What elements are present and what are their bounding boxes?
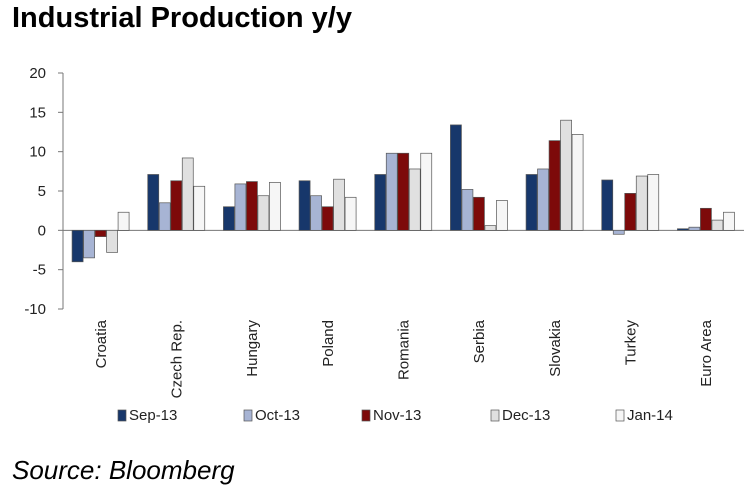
bar-dec-13-1 — [181, 157, 194, 231]
legend-swatch — [615, 409, 625, 422]
y-tick-label: -10 — [24, 301, 46, 318]
bar-oct-13-2 — [234, 183, 247, 231]
bar-nov-13-1 — [170, 180, 183, 231]
bar-nov-13-3 — [321, 206, 334, 231]
bar-jan-14-3 — [344, 196, 357, 231]
bar-jan-14-4 — [420, 152, 433, 231]
bar-oct-13-0 — [83, 229, 95, 259]
category-label: Serbia — [471, 319, 488, 363]
bar-oct-13-5 — [461, 189, 474, 231]
bar-jan-14-7 — [647, 174, 660, 231]
bar-sep-13-3 — [298, 180, 311, 231]
bar-dec-13-7 — [635, 175, 648, 231]
bar-nov-13-0 — [94, 229, 107, 237]
bar-oct-13-4 — [385, 152, 398, 231]
bar-dec-13-2 — [257, 195, 270, 231]
chart-title: Industrial Production y/y — [12, 2, 352, 34]
y-tick-label: 15 — [29, 104, 46, 121]
legend-label: Dec-13 — [502, 407, 550, 424]
bar-oct-13-1 — [158, 202, 171, 231]
y-tick-label: 10 — [29, 144, 46, 161]
legend-label: Jan-14 — [627, 407, 673, 424]
bar-nov-13-2 — [246, 181, 258, 231]
bar-oct-13-8 — [688, 226, 701, 231]
bar-oct-13-3 — [310, 195, 322, 231]
bar-sep-13-0 — [71, 229, 84, 263]
y-tick-label: -5 — [33, 262, 46, 279]
bar-nov-13-4 — [397, 152, 410, 231]
bar-sep-13-5 — [450, 124, 462, 231]
y-tick-label: 5 — [38, 183, 46, 200]
bar-dec-13-4 — [408, 168, 421, 231]
bar-nov-13-8 — [700, 207, 712, 231]
legend-swatch — [243, 409, 253, 422]
category-label: Slovakia — [547, 319, 564, 376]
category-label: Czech Rep. — [169, 320, 186, 398]
legend-label: Sep-13 — [129, 407, 177, 424]
bar-dec-13-8 — [711, 219, 724, 231]
bar-jan-14-6 — [571, 134, 584, 231]
bar-sep-13-8 — [677, 228, 689, 231]
bar-sep-13-4 — [374, 174, 387, 231]
y-tick-label: 0 — [38, 222, 46, 239]
category-label: Euro Area — [698, 319, 715, 386]
bar-dec-13-5 — [484, 225, 497, 231]
category-label: Croatia — [93, 319, 110, 368]
bar-oct-13-6 — [537, 168, 549, 231]
chart-bars — [71, 119, 735, 263]
legend-label: Oct-13 — [255, 407, 300, 424]
category-label: Romania — [396, 319, 413, 380]
bar-jan-14-2 — [269, 181, 281, 231]
bar-sep-13-6 — [525, 174, 538, 231]
bar-nov-13-5 — [473, 196, 485, 231]
bar-nov-13-6 — [548, 140, 561, 231]
bar-jan-14-5 — [496, 200, 508, 231]
chart-legend: Sep-13 Oct-13 Nov-13 Dec-13 Jan-14 — [117, 407, 673, 424]
category-label: Turkey — [623, 320, 640, 366]
bar-sep-13-2 — [223, 206, 235, 231]
bar-sep-13-1 — [147, 174, 160, 231]
bar-sep-13-7 — [601, 179, 614, 231]
bar-nov-13-7 — [624, 193, 637, 231]
bar-dec-13-6 — [560, 119, 572, 231]
legend-label: Nov-13 — [373, 407, 421, 424]
category-label: Poland — [320, 320, 337, 367]
legend-swatch — [117, 409, 127, 422]
y-tick-label: 20 — [29, 65, 46, 82]
source-note: Source: Bloomberg — [12, 455, 235, 485]
bar-dec-13-3 — [333, 178, 345, 231]
bar-jan-14-0 — [117, 211, 130, 231]
bar-dec-13-0 — [106, 229, 118, 253]
category-label: Hungary — [244, 320, 261, 377]
legend-swatch — [490, 409, 500, 422]
bar-jan-14-8 — [723, 211, 735, 231]
legend-swatch — [361, 409, 371, 422]
bar-oct-13-7 — [612, 229, 625, 235]
category-labels: Croatia Czech Rep. Hungary Poland Romania Ser… — [93, 319, 715, 398]
bar-jan-14-1 — [193, 185, 206, 231]
